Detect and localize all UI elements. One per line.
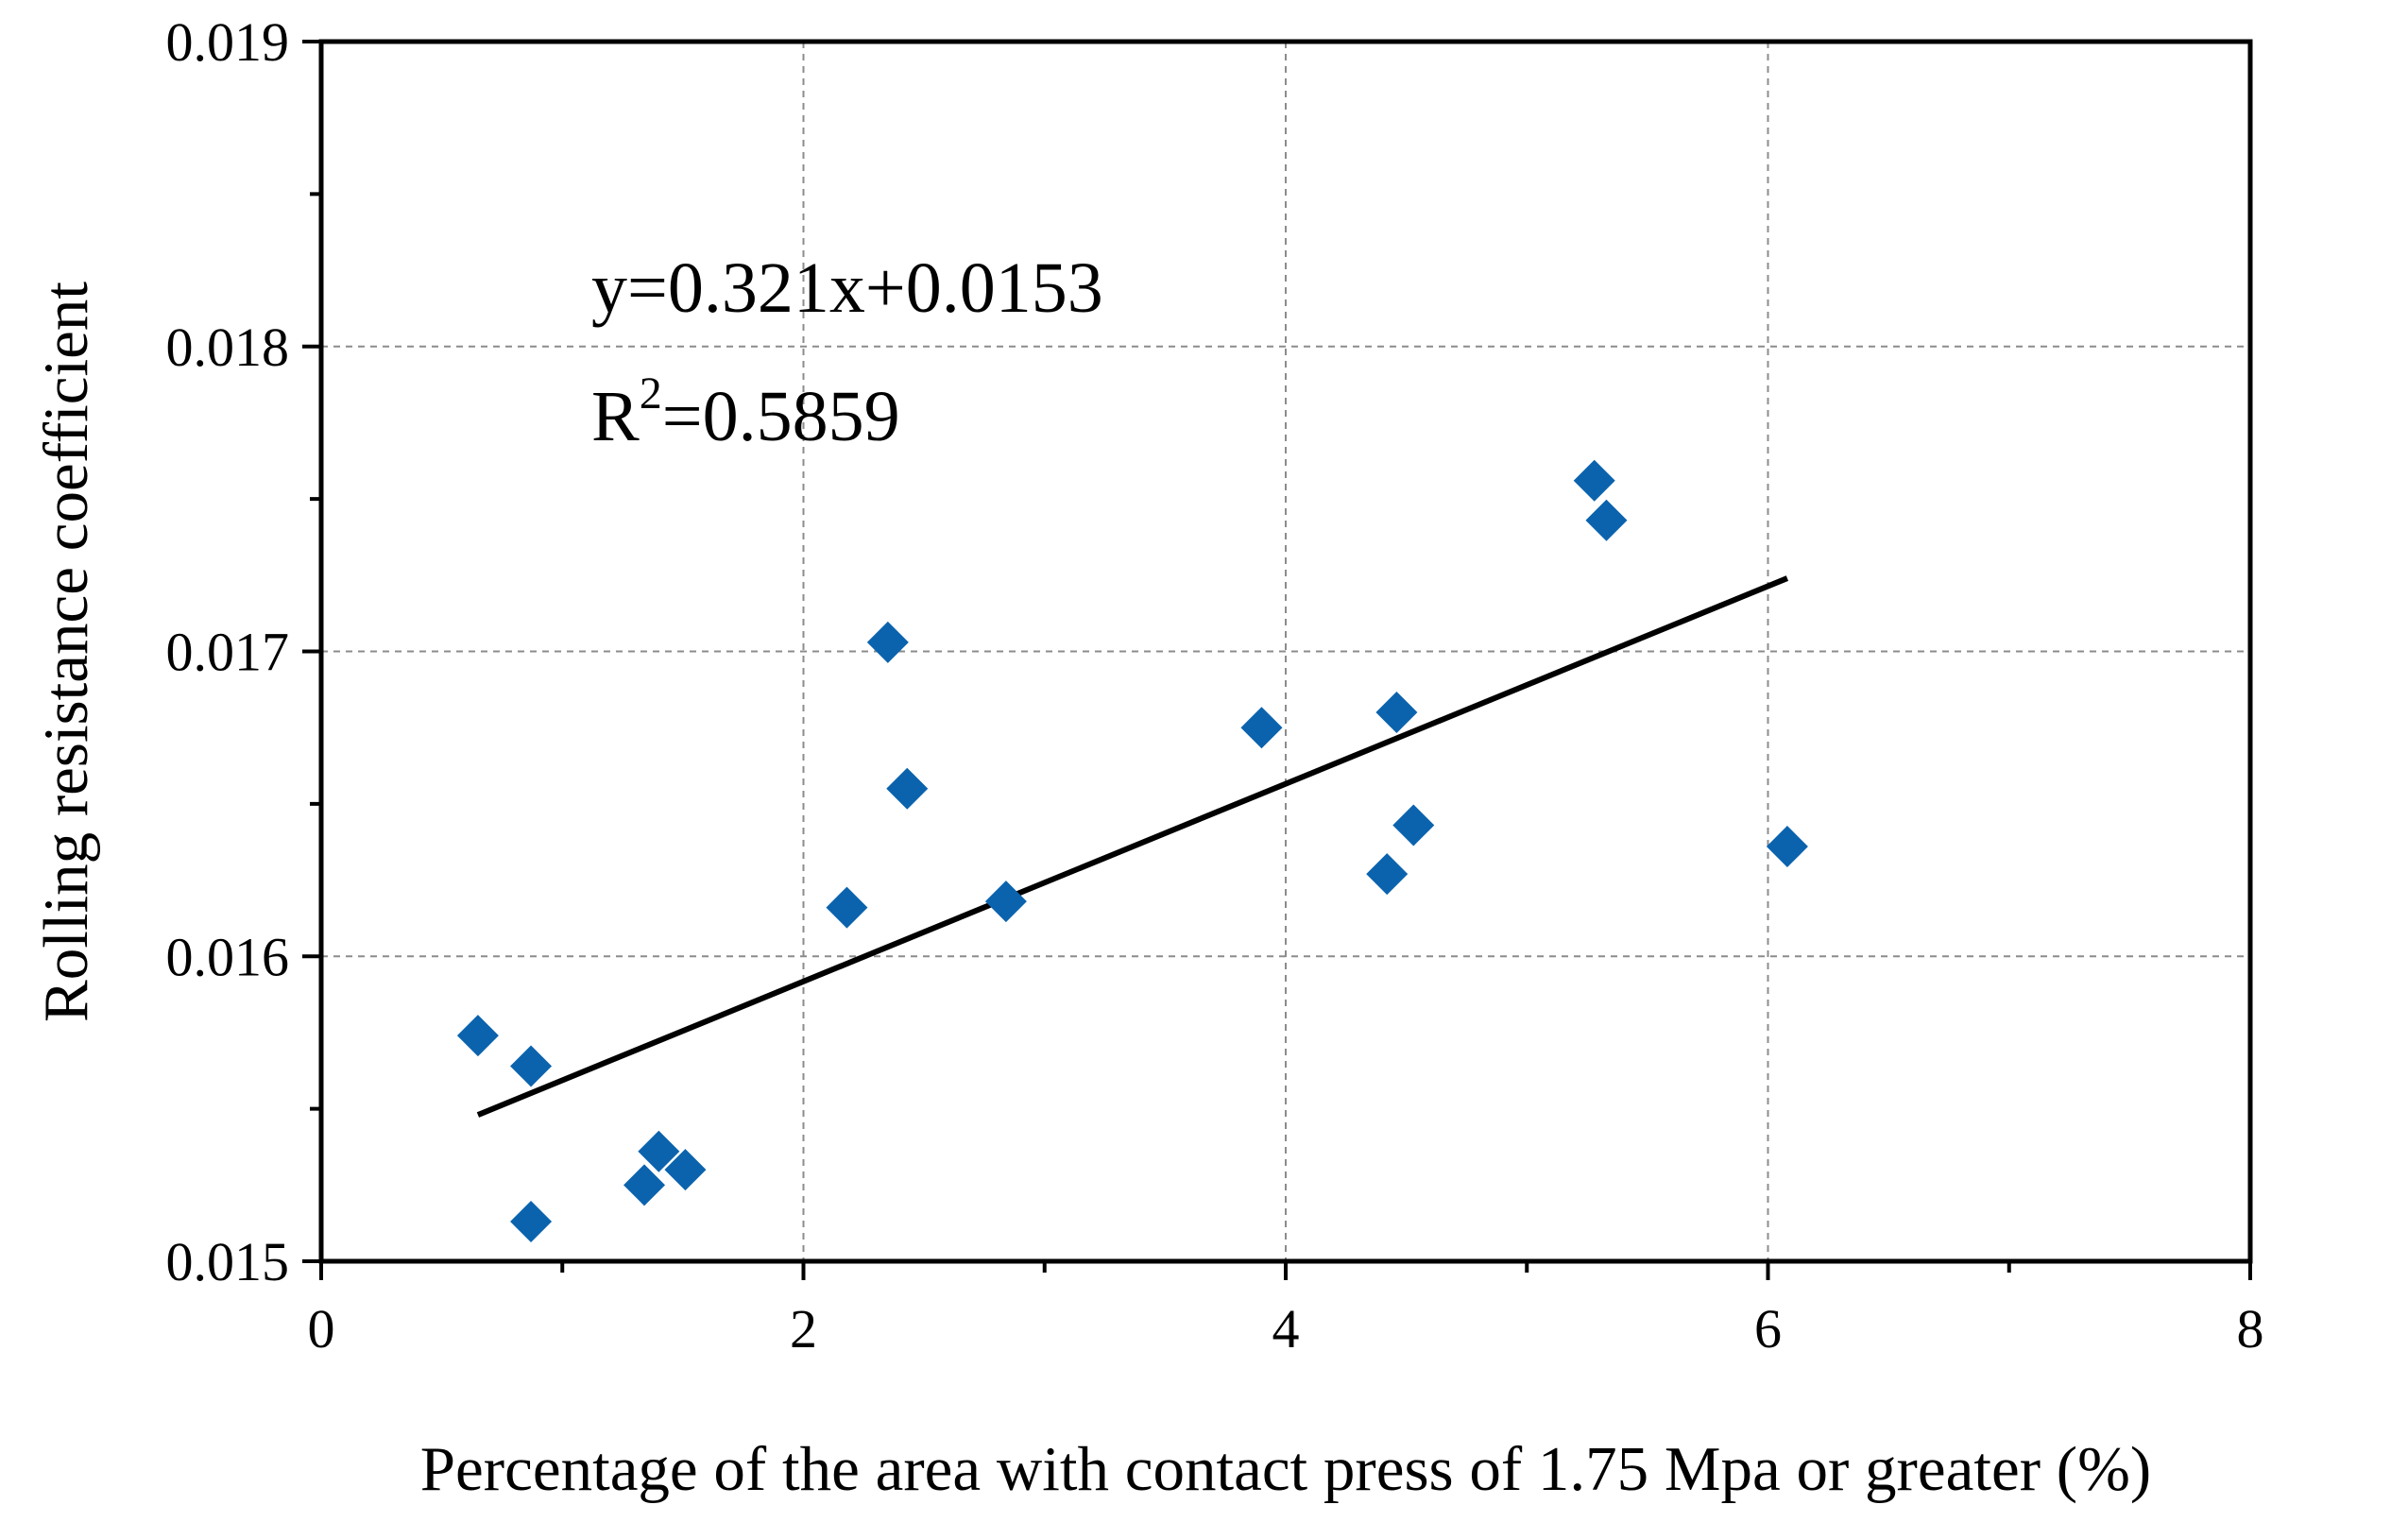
r-squared-superscript: 2 (640, 368, 662, 419)
trendline (476, 575, 1789, 1118)
data-point (638, 1130, 680, 1172)
r-squared-label: R2=0.5859 (591, 368, 900, 456)
x-tick-label: 4 (1272, 1298, 1300, 1360)
data-point (1240, 707, 1283, 749)
trendline-group (476, 575, 1789, 1118)
data-point (623, 1164, 666, 1206)
regression-equation: y=0.321x+0.0153 (591, 248, 1103, 328)
data-point (510, 1201, 553, 1243)
axis-ticks (302, 40, 2252, 1280)
data-point (1392, 804, 1435, 847)
data-point (886, 767, 929, 810)
data-point (664, 1149, 707, 1191)
r-squared-value: =0.5859 (662, 377, 900, 456)
data-point (1766, 826, 1808, 868)
data-point (826, 886, 868, 929)
x-tick-label: 6 (1754, 1298, 1782, 1360)
data-point (1573, 459, 1615, 502)
x-axis-title: Percentage of the area with contact pres… (420, 1434, 2151, 1504)
grid-lines (321, 42, 2250, 1261)
plot-frame (318, 39, 2253, 1264)
r-squared-prefix: R (591, 377, 640, 456)
x-tick-label: 0 (308, 1298, 335, 1360)
data-points (456, 459, 1808, 1243)
y-tick-label: 0.016 (166, 926, 290, 987)
data-point (1366, 853, 1409, 896)
x-tick-label: 2 (790, 1298, 817, 1360)
y-axis-title: Rolling resistance coefficient (31, 282, 101, 1022)
data-point (510, 1045, 553, 1087)
y-tick-label: 0.015 (166, 1231, 290, 1292)
tick-labels: 0 2 4 6 8 0.015 0.016 0.017 0.018 0.019 (166, 11, 2264, 1360)
y-tick-label: 0.019 (166, 11, 290, 73)
y-tick-label: 0.017 (166, 622, 290, 683)
data-point (1585, 499, 1628, 541)
data-point (984, 881, 1027, 923)
x-tick-label: 8 (2237, 1298, 2264, 1360)
data-point (456, 1015, 499, 1057)
data-point (1375, 692, 1418, 734)
y-tick-label: 0.018 (166, 316, 290, 378)
data-point (866, 621, 909, 663)
